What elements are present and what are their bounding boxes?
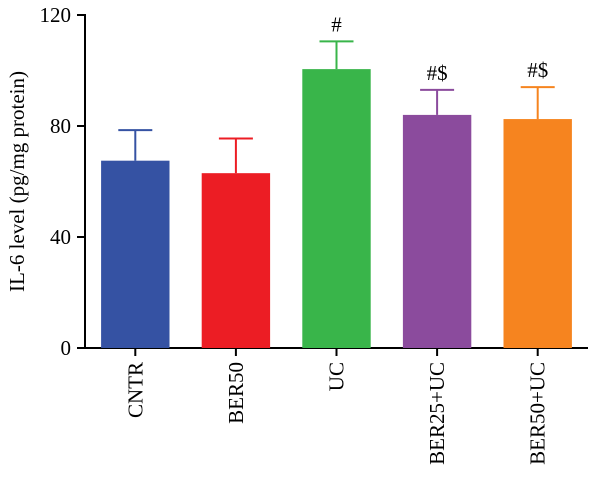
error-bars [118, 40, 555, 174]
x-ticks: CNTR BER50 UC BER25+UC BER50+UC [123, 348, 550, 465]
significance-mark: #$ [527, 58, 548, 82]
bar-cntr [101, 160, 170, 348]
bar-ber50 [201, 173, 271, 348]
bar-ber25-uc [402, 114, 472, 349]
x-tick-label: BER25+UC [425, 362, 449, 465]
bar-uc [302, 69, 371, 349]
x-tick-label: BER50 [224, 362, 248, 424]
x-tick-label: CNTR [123, 362, 147, 418]
significance-mark: # [331, 12, 342, 36]
y-ticks: 0 40 80 120 [40, 3, 85, 360]
y-tick-label: 120 [40, 3, 72, 27]
y-tick-label: 80 [50, 114, 71, 138]
significance-mark: #$ [427, 61, 448, 85]
y-tick-label: 0 [61, 336, 72, 360]
plot-area: 0 40 80 120 CNTR BER50 UC BER25+UC BER50+UC # #$… [40, 3, 588, 465]
y-tick-label: 40 [50, 225, 71, 249]
x-tick-label: UC [325, 362, 349, 391]
annotations: # #$ #$ [331, 12, 548, 85]
bars [101, 69, 572, 349]
y-axis-label: IL-6 level (pg/mg protein) [5, 71, 29, 292]
x-tick-label: BER50+UC [526, 362, 550, 465]
bar-ber50-uc [503, 119, 572, 348]
